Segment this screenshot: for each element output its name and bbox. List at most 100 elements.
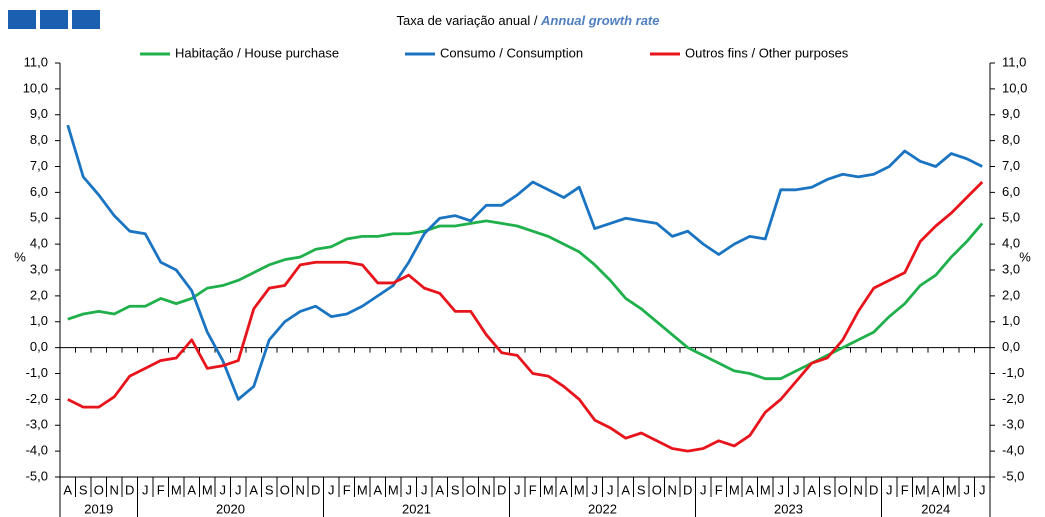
- x-tick-label: M: [946, 482, 957, 497]
- y2-tick-label: 9,0: [1002, 106, 1020, 121]
- y2-tick-label: 4,0: [1002, 236, 1020, 251]
- x-tick-label: A: [249, 482, 258, 497]
- x-tick-label: A: [931, 482, 940, 497]
- y2-tick-label: 7,0: [1002, 158, 1020, 173]
- x-tick-label: J: [607, 482, 614, 497]
- series-line: [66, 124, 983, 401]
- chart-subtitle: Annual growth rate: [540, 13, 659, 28]
- x-tick-label: M: [171, 482, 182, 497]
- y-tick-label: 4,0: [30, 236, 48, 251]
- x-tick-label: M: [729, 482, 740, 497]
- series-line: [67, 219, 984, 381]
- y-tick-label: -3,0: [26, 417, 48, 432]
- year-label: 2023: [774, 501, 803, 516]
- x-tick-label: A: [373, 482, 382, 497]
- x-tick-label: J: [235, 482, 242, 497]
- x-tick-label: S: [637, 482, 646, 497]
- x-tick-label: J: [700, 482, 707, 497]
- x-tick-label: N: [854, 482, 863, 497]
- x-tick-label: J: [964, 482, 971, 497]
- year-label: 2024: [921, 501, 950, 516]
- y2-tick-label: 11,0: [1002, 54, 1026, 69]
- x-tick-label: J: [979, 482, 986, 497]
- y-tick-label: 0,0: [30, 339, 48, 354]
- y-tick-label: 7,0: [30, 158, 48, 173]
- x-tick-label: D: [683, 482, 692, 497]
- y2-tick-label: 8,0: [1002, 132, 1020, 147]
- y-tick-label: 11,0: [24, 54, 48, 69]
- x-tick-label: O: [280, 482, 290, 497]
- x-tick-label: M: [357, 482, 368, 497]
- chart-title: Taxa de variação anual /: [397, 13, 542, 28]
- y-axis-label: %: [14, 249, 26, 264]
- logo-block: [8, 10, 36, 29]
- x-tick-label: J: [793, 482, 800, 497]
- x-tick-label: F: [157, 482, 165, 497]
- y2-tick-label: 10,0: [1002, 80, 1027, 95]
- x-tick-label: J: [406, 482, 413, 497]
- y2-tick-label: 3,0: [1002, 261, 1020, 276]
- x-tick-label: J: [514, 482, 521, 497]
- x-tick-label: M: [760, 482, 771, 497]
- x-tick-label: N: [482, 482, 491, 497]
- x-tick-label: A: [63, 482, 72, 497]
- y-tick-label: 1,0: [30, 313, 48, 328]
- y2-axis-label: %: [1019, 249, 1031, 264]
- x-tick-label: J: [328, 482, 335, 497]
- x-tick-label: A: [559, 482, 568, 497]
- x-tick-label: A: [187, 482, 196, 497]
- x-tick-label: A: [807, 482, 816, 497]
- x-tick-label: N: [668, 482, 677, 497]
- y-tick-label: 2,0: [30, 287, 48, 302]
- year-label: 2021: [402, 501, 431, 516]
- year-label: 2022: [588, 501, 617, 516]
- x-tick-label: F: [343, 482, 351, 497]
- x-tick-label: F: [715, 482, 723, 497]
- legend-label: Habitação / House purchase: [175, 45, 339, 60]
- y-tick-label: -5,0: [26, 468, 48, 483]
- x-tick-label: M: [915, 482, 926, 497]
- x-tick-label: M: [543, 482, 554, 497]
- chart-title-group: Taxa de variação anual / Annual growth r…: [397, 13, 660, 28]
- x-tick-label: D: [311, 482, 320, 497]
- logo-block: [72, 10, 100, 29]
- y2-tick-label: -4,0: [1002, 443, 1024, 458]
- x-tick-label: A: [621, 482, 630, 497]
- y2-tick-label: 0,0: [1002, 339, 1020, 354]
- y2-tick-label: -3,0: [1002, 417, 1024, 432]
- x-tick-label: O: [838, 482, 848, 497]
- y2-tick-label: 6,0: [1002, 184, 1020, 199]
- x-tick-label: N: [110, 482, 119, 497]
- x-tick-label: D: [869, 482, 878, 497]
- y-tick-label: 8,0: [30, 132, 48, 147]
- x-tick-label: O: [652, 482, 662, 497]
- x-tick-label: M: [574, 482, 585, 497]
- x-tick-label: F: [901, 482, 909, 497]
- year-label: 2019: [84, 501, 113, 516]
- y-tick-label: 5,0: [30, 210, 48, 225]
- x-tick-label: F: [529, 482, 537, 497]
- x-tick-label: A: [435, 482, 444, 497]
- x-tick-label: J: [592, 482, 599, 497]
- x-tick-label: S: [451, 482, 460, 497]
- y2-tick-label: 1,0: [1002, 313, 1020, 328]
- logo-block: [40, 10, 68, 29]
- x-tick-label: O: [94, 482, 104, 497]
- x-tick-label: D: [497, 482, 506, 497]
- x-tick-label: D: [125, 482, 134, 497]
- y2-tick-label: -5,0: [1002, 468, 1024, 483]
- x-tick-label: O: [466, 482, 476, 497]
- x-tick-label: M: [388, 482, 399, 497]
- y-tick-label: 3,0: [30, 261, 48, 276]
- y-tick-label: 10,0: [23, 80, 48, 95]
- x-tick-label: A: [745, 482, 754, 497]
- x-tick-label: J: [220, 482, 227, 497]
- x-tick-label: M: [202, 482, 213, 497]
- x-tick-label: J: [421, 482, 428, 497]
- x-tick-label: N: [296, 482, 305, 497]
- y-tick-label: 9,0: [30, 106, 48, 121]
- y2-tick-label: -2,0: [1002, 391, 1024, 406]
- legend-label: Consumo / Consumption: [440, 45, 583, 60]
- x-tick-label: J: [886, 482, 893, 497]
